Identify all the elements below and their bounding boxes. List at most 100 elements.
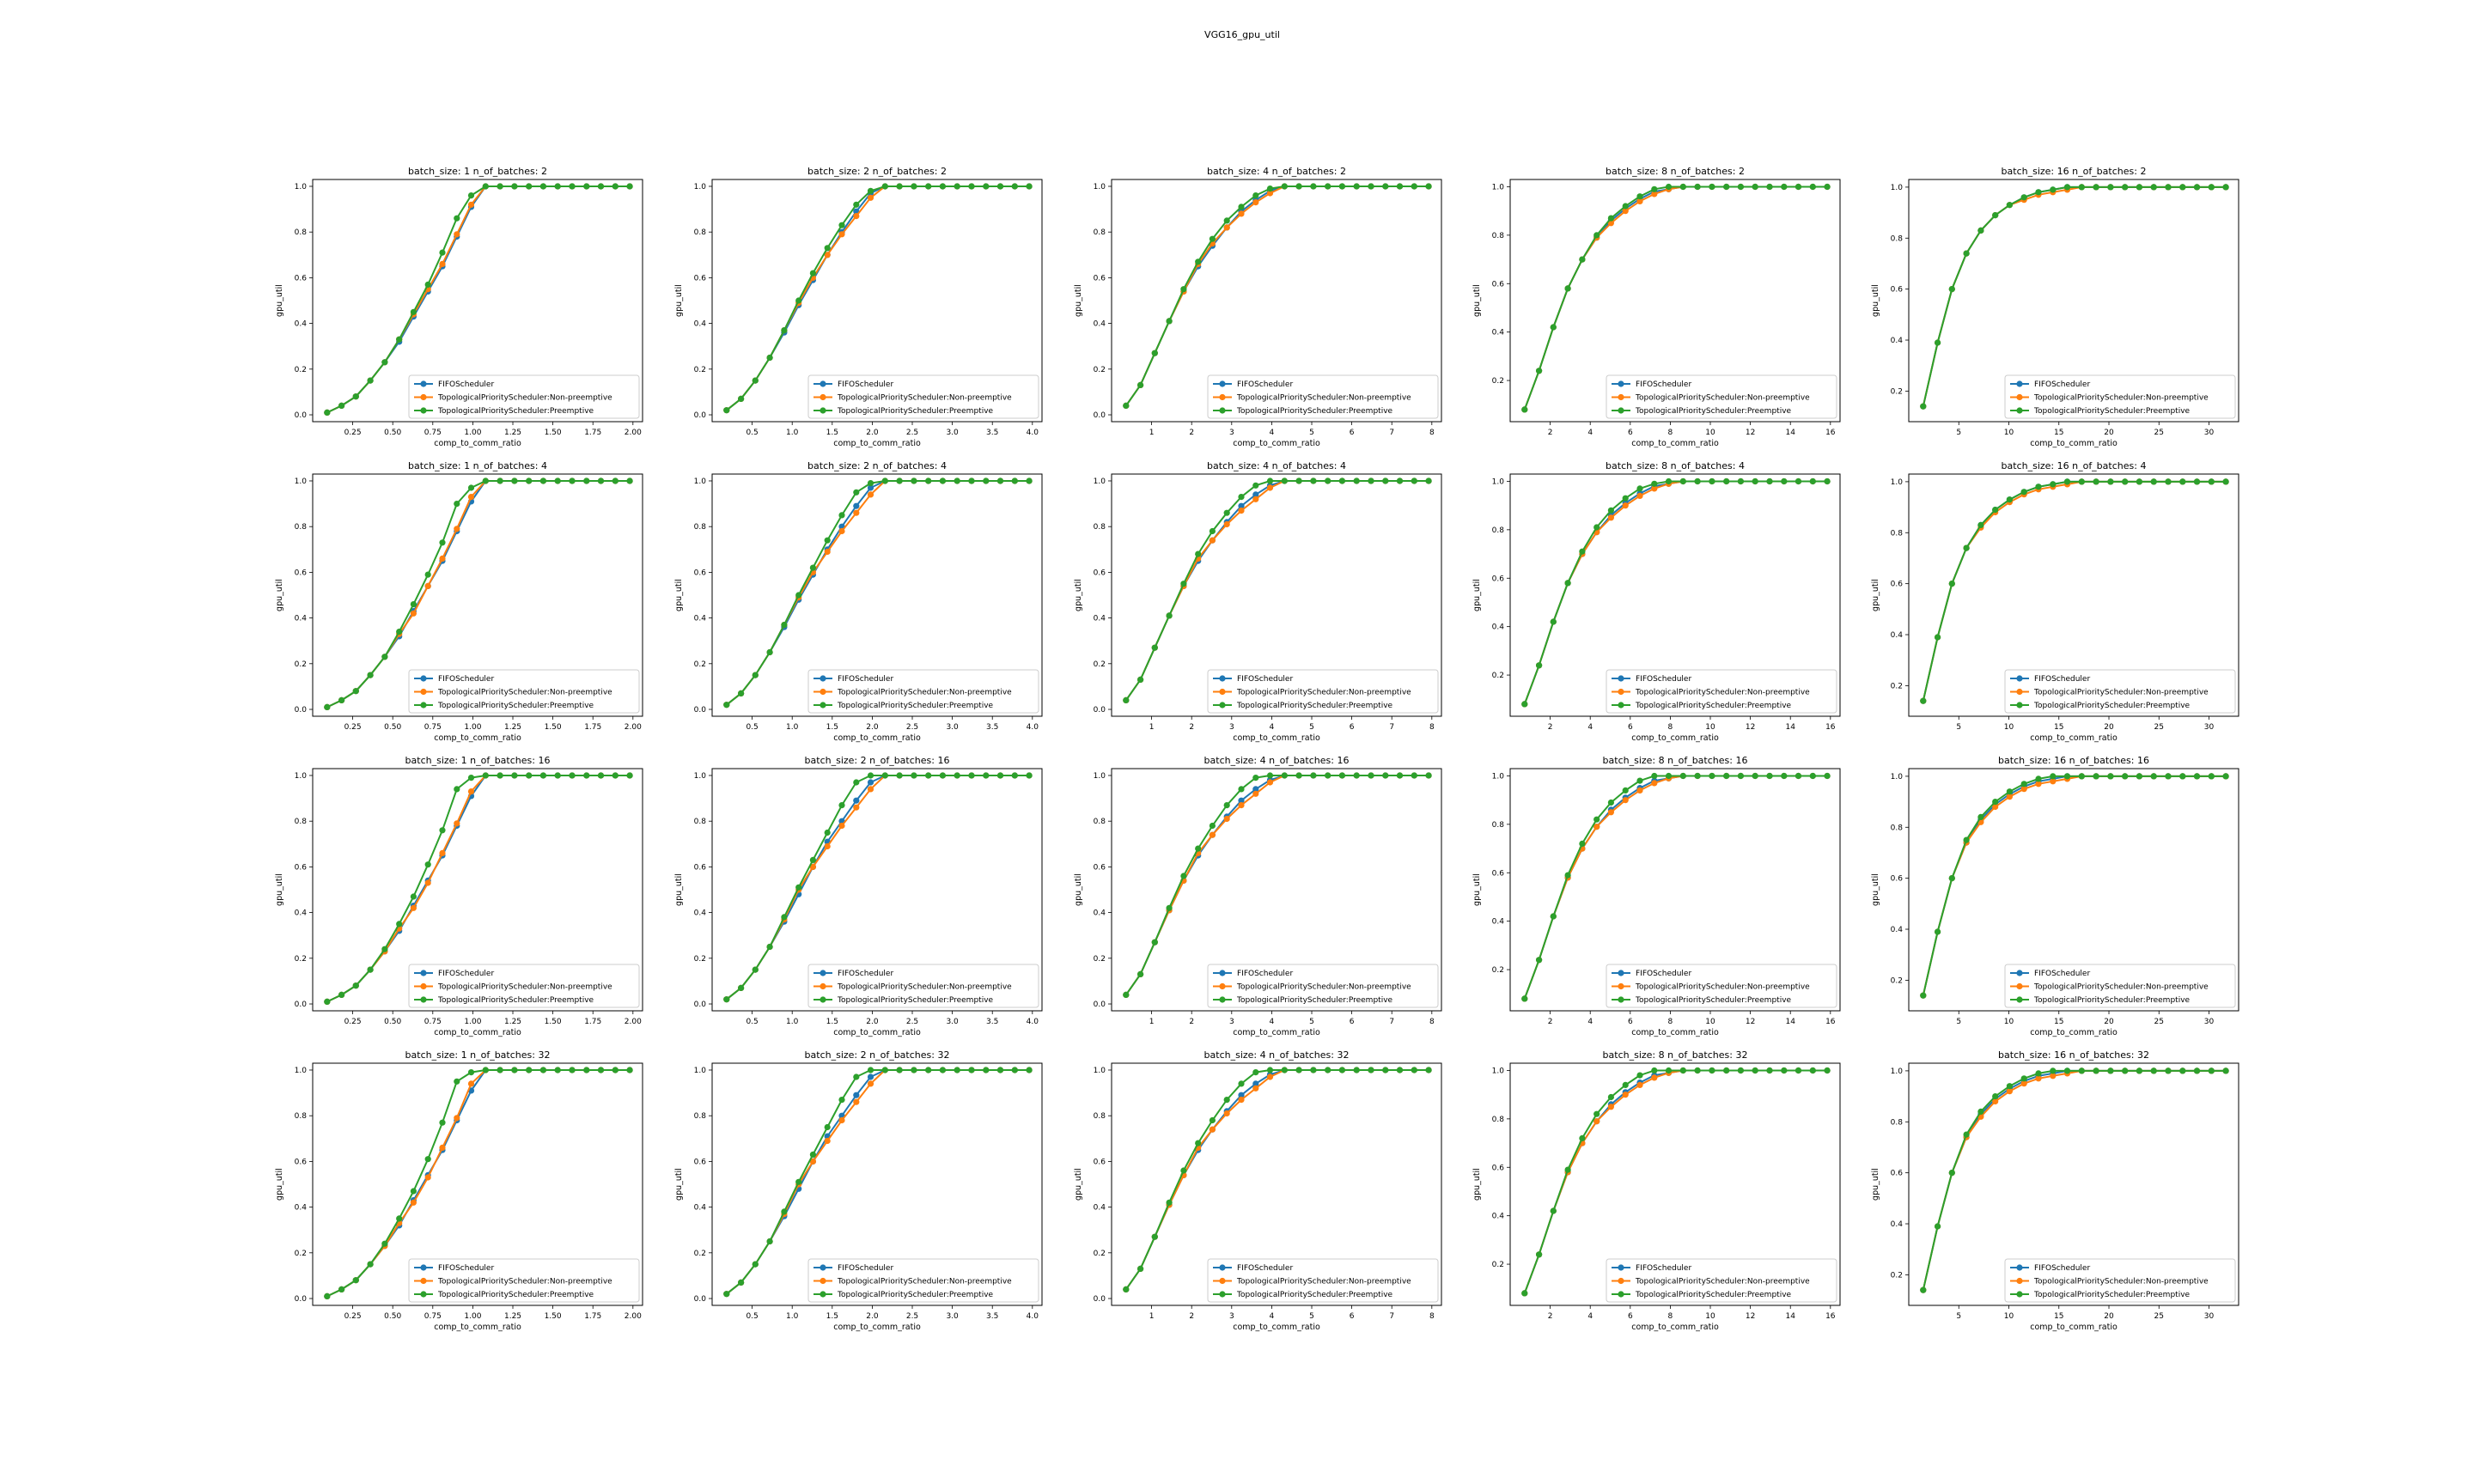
data-point <box>1737 772 1744 780</box>
y-tick-label: 0.6 <box>295 274 308 283</box>
y-axis-label: gpu_util <box>1472 579 1482 611</box>
legend-marker <box>820 1291 826 1298</box>
data-point <box>467 1069 475 1076</box>
legend-label: TopologicalPriorityScheduler:Non-preempt… <box>437 983 612 992</box>
x-tick-label: 10 <box>1705 429 1715 437</box>
x-tick-label: 2 <box>1189 723 1194 732</box>
legend-label: TopologicalPriorityScheduler:Preemptive <box>2033 407 2191 416</box>
x-tick-label: 1.0 <box>786 1312 799 1321</box>
data-point <box>824 1123 831 1131</box>
data-point <box>1636 777 1643 784</box>
x-tick-label: 7 <box>1389 723 1394 732</box>
legend-marker <box>820 380 826 387</box>
data-point <box>968 1067 975 1073</box>
data-point <box>1266 477 1274 484</box>
x-tick-label: 25 <box>2154 1018 2164 1026</box>
data-point <box>1325 772 1331 779</box>
x-tick-label: 16 <box>1825 429 1836 437</box>
data-point <box>2179 773 2186 780</box>
data-point <box>1195 845 1202 852</box>
x-axis-label: comp_to_comm_ratio <box>2030 733 2118 743</box>
x-axis-label: comp_to_comm_ratio <box>434 439 521 448</box>
data-point <box>2035 1070 2042 1077</box>
x-tick-label: 0.5 <box>746 1018 758 1026</box>
data-point <box>1180 286 1187 293</box>
legend-marker <box>2016 1277 2023 1285</box>
x-tick-label: 8 <box>1429 1312 1435 1321</box>
data-point <box>2165 773 2172 780</box>
data-point <box>626 183 633 190</box>
data-point <box>1636 198 1643 204</box>
subplot-title: batch_size: 8 n_of_batches: 16 <box>1603 755 1748 766</box>
legend-marker <box>2016 1291 2023 1298</box>
y-tick-label: 0.4 <box>295 909 308 918</box>
y-tick-label: 1.0 <box>1094 477 1106 486</box>
data-point <box>1137 970 1144 977</box>
data-point <box>396 1215 403 1222</box>
data-point <box>766 1238 773 1245</box>
data-point <box>1166 904 1173 911</box>
data-point <box>1607 1093 1614 1101</box>
data-point <box>1593 1110 1600 1117</box>
data-point <box>539 772 547 779</box>
data-point <box>867 772 874 779</box>
y-tick-label: 0.2 <box>295 660 307 669</box>
data-point <box>881 477 888 484</box>
data-point <box>1281 1067 1288 1073</box>
x-tick-label: 1 <box>1149 429 1155 437</box>
data-point <box>2222 1067 2229 1074</box>
data-point <box>2208 184 2215 191</box>
data-point <box>1325 183 1331 190</box>
data-point <box>1425 183 1432 190</box>
data-point <box>1694 183 1701 191</box>
legend: FIFOScheduler TopologicalPrioritySchedule… <box>1207 1258 1439 1303</box>
y-tick-label: 0.8 <box>1891 824 1904 832</box>
data-point <box>2063 478 2071 485</box>
legend-marker <box>420 1291 427 1298</box>
y-tick-label: 1.0 <box>1492 183 1505 192</box>
y-tick-label: 1.0 <box>1094 183 1106 192</box>
data-point <box>1622 787 1629 794</box>
data-point <box>925 183 932 190</box>
data-point <box>597 1067 605 1073</box>
data-point <box>983 1067 990 1073</box>
legend-marker <box>2016 1264 2023 1271</box>
data-point <box>569 477 576 484</box>
data-point <box>454 820 460 827</box>
x-tick-label: 5 <box>1956 723 1961 732</box>
data-point <box>2165 1067 2172 1074</box>
x-tick-label: 20 <box>2104 1312 2114 1321</box>
data-point <box>482 477 489 484</box>
data-point <box>2050 773 2057 780</box>
subplot-title: batch_size: 16 n_of_batches: 32 <box>1998 1049 2149 1061</box>
data-point <box>1737 477 1744 485</box>
data-point <box>1338 183 1345 190</box>
y-tick-label: 0.8 <box>295 523 308 532</box>
data-point <box>1636 1081 1643 1088</box>
legend: FIFOScheduler TopologicalPrioritySchedule… <box>408 964 640 1008</box>
y-tick-label: 0.6 <box>1094 569 1106 577</box>
data-point <box>1195 1140 1202 1146</box>
y-tick-label: 0.8 <box>1094 818 1106 826</box>
series-line <box>1124 775 1429 995</box>
data-point <box>867 786 874 793</box>
x-tick-label: 2.0 <box>866 1018 879 1026</box>
legend-label: TopologicalPriorityScheduler:Non-preempt… <box>437 394 612 403</box>
data-point <box>838 1097 845 1104</box>
subplot-title: batch_size: 1 n_of_batches: 2 <box>408 166 547 177</box>
legend-label: FIFOScheduler <box>438 970 494 978</box>
x-tick-label: 1 <box>1149 1018 1155 1026</box>
legend-label: FIFOScheduler <box>838 380 893 389</box>
axes-frame <box>1111 473 1442 717</box>
legend-label: FIFOScheduler <box>2034 1264 2090 1273</box>
data-point <box>1607 507 1614 514</box>
legend-marker <box>2016 407 2023 414</box>
x-tick-label: 6 <box>1350 1312 1355 1321</box>
legend-label: TopologicalPriorityScheduler:Non-preempt… <box>837 983 1012 992</box>
x-axis-label: comp_to_comm_ratio <box>2030 439 2118 448</box>
data-point <box>511 772 518 779</box>
data-point <box>1709 1067 1715 1074</box>
x-axis-label: comp_to_comm_ratio <box>2030 1028 2118 1037</box>
data-point <box>809 1158 817 1165</box>
y-tick-label: 0.6 <box>1492 869 1505 878</box>
